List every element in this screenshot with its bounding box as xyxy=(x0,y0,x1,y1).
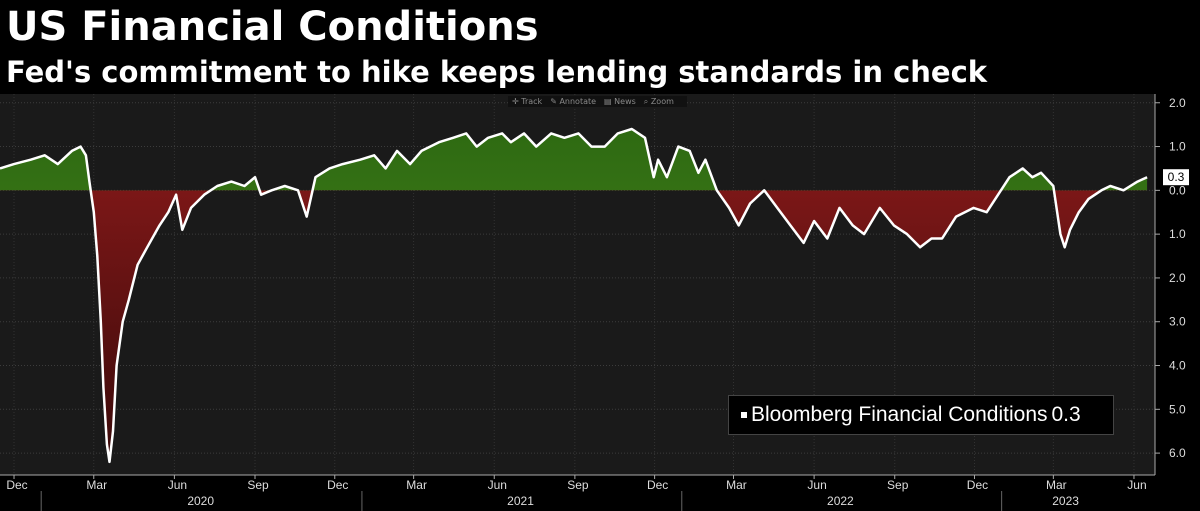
y-tick-label: 2.0 xyxy=(1169,96,1186,110)
year-label: 2021 xyxy=(507,494,534,508)
y-tick-label: 1.0 xyxy=(1169,140,1186,154)
y-tick-label: 1.0 xyxy=(1169,227,1186,241)
last-value-marker xyxy=(1163,169,1189,186)
x-tick-label: Jun xyxy=(488,478,507,492)
legend-swatch xyxy=(741,412,747,418)
x-tick-label: Dec xyxy=(967,478,988,492)
chart-toolbar: ✛ Track ✎ Annotate ▤ News ⌕ Zoom xyxy=(508,96,687,107)
toolbar-news-button[interactable]: ▤ News xyxy=(604,97,636,106)
legend-label: Bloomberg Financial Conditions xyxy=(751,403,1048,426)
x-tick-label: Mar xyxy=(726,478,747,492)
x-tick-label: Mar xyxy=(406,478,427,492)
year-label: 2022 xyxy=(827,494,854,508)
chart-title: US Financial Conditions xyxy=(6,4,539,50)
y-tick-label: 5.0 xyxy=(1169,402,1186,416)
x-tick-label: Jun xyxy=(168,478,187,492)
series-line xyxy=(0,127,1148,464)
toolbar-annotate-button[interactable]: ✎ Annotate xyxy=(550,97,597,106)
toolbar-track-button[interactable]: ✛ Track xyxy=(512,97,543,106)
positive-area xyxy=(0,129,1148,191)
x-tick-label: Dec xyxy=(647,478,668,492)
legend-value: 0.3 xyxy=(1051,403,1081,426)
y-tick-label: 6.0 xyxy=(1169,446,1186,460)
x-tick-label: Mar xyxy=(1046,478,1067,492)
last-value-label: 0.3 xyxy=(1168,170,1185,184)
x-tick-label: Sep xyxy=(567,478,589,492)
y-tick-label: 3.0 xyxy=(1169,315,1186,329)
x-tick-label: Dec xyxy=(6,478,27,492)
x-axis-band xyxy=(0,475,1200,511)
x-tick-label: Mar xyxy=(86,478,107,492)
negative-area xyxy=(0,190,1148,462)
year-label: 2020 xyxy=(187,494,214,508)
legend: Bloomberg Financial Conditions 0.3 xyxy=(728,395,1114,435)
y-tick-label: 4.0 xyxy=(1169,359,1186,373)
y-tick-label: 2.0 xyxy=(1169,271,1186,285)
x-tick-label: Sep xyxy=(247,478,269,492)
x-tick-label: Jun xyxy=(1127,478,1146,492)
x-tick-label: Sep xyxy=(887,478,909,492)
x-tick-label: Jun xyxy=(807,478,826,492)
year-label: 2023 xyxy=(1052,494,1079,508)
x-tick-label: Dec xyxy=(327,478,348,492)
y-tick-label: 0.0 xyxy=(1169,183,1186,197)
chart-subtitle: Fed's commitment to hike keeps lending s… xyxy=(6,55,988,89)
toolbar-zoom-button[interactable]: ⌕ Zoom xyxy=(643,96,674,106)
